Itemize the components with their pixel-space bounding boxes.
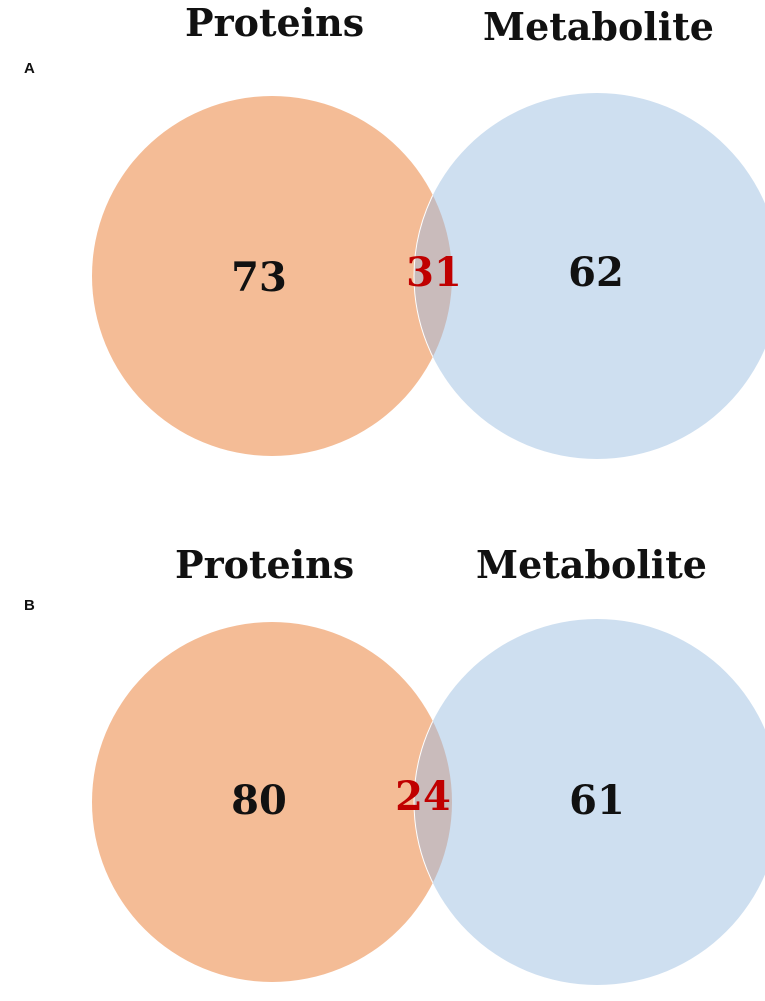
right-set-title: Metabolite	[476, 542, 707, 587]
left-set-title: Proteins	[185, 0, 365, 45]
left-set-circle	[92, 96, 452, 456]
overlap-edge	[413, 622, 452, 982]
panel-label: A	[24, 60, 35, 77]
venn-panel-b: B Proteins Metabolite 80 24 61	[0, 500, 765, 1001]
left-only-count: 80	[231, 777, 287, 824]
right-only-count: 61	[569, 777, 625, 824]
overlap-edge	[413, 96, 452, 456]
overlap-count: 24	[395, 773, 451, 820]
venn-diagram: 73 31 62	[92, 93, 765, 459]
venn-diagram: 80 24 61	[92, 619, 765, 985]
venn-panel-a: A Proteins Metabolite 73 31 62	[0, 0, 765, 500]
right-set-circle	[414, 93, 765, 459]
overlap-count: 31	[406, 249, 462, 296]
left-set-title: Proteins	[175, 542, 355, 587]
right-only-count: 62	[568, 249, 624, 296]
panel-label: B	[24, 597, 35, 614]
right-set-title: Metabolite	[483, 4, 714, 49]
left-set-circle	[92, 622, 452, 982]
right-set-circle	[414, 619, 765, 985]
left-only-count: 73	[231, 254, 287, 301]
